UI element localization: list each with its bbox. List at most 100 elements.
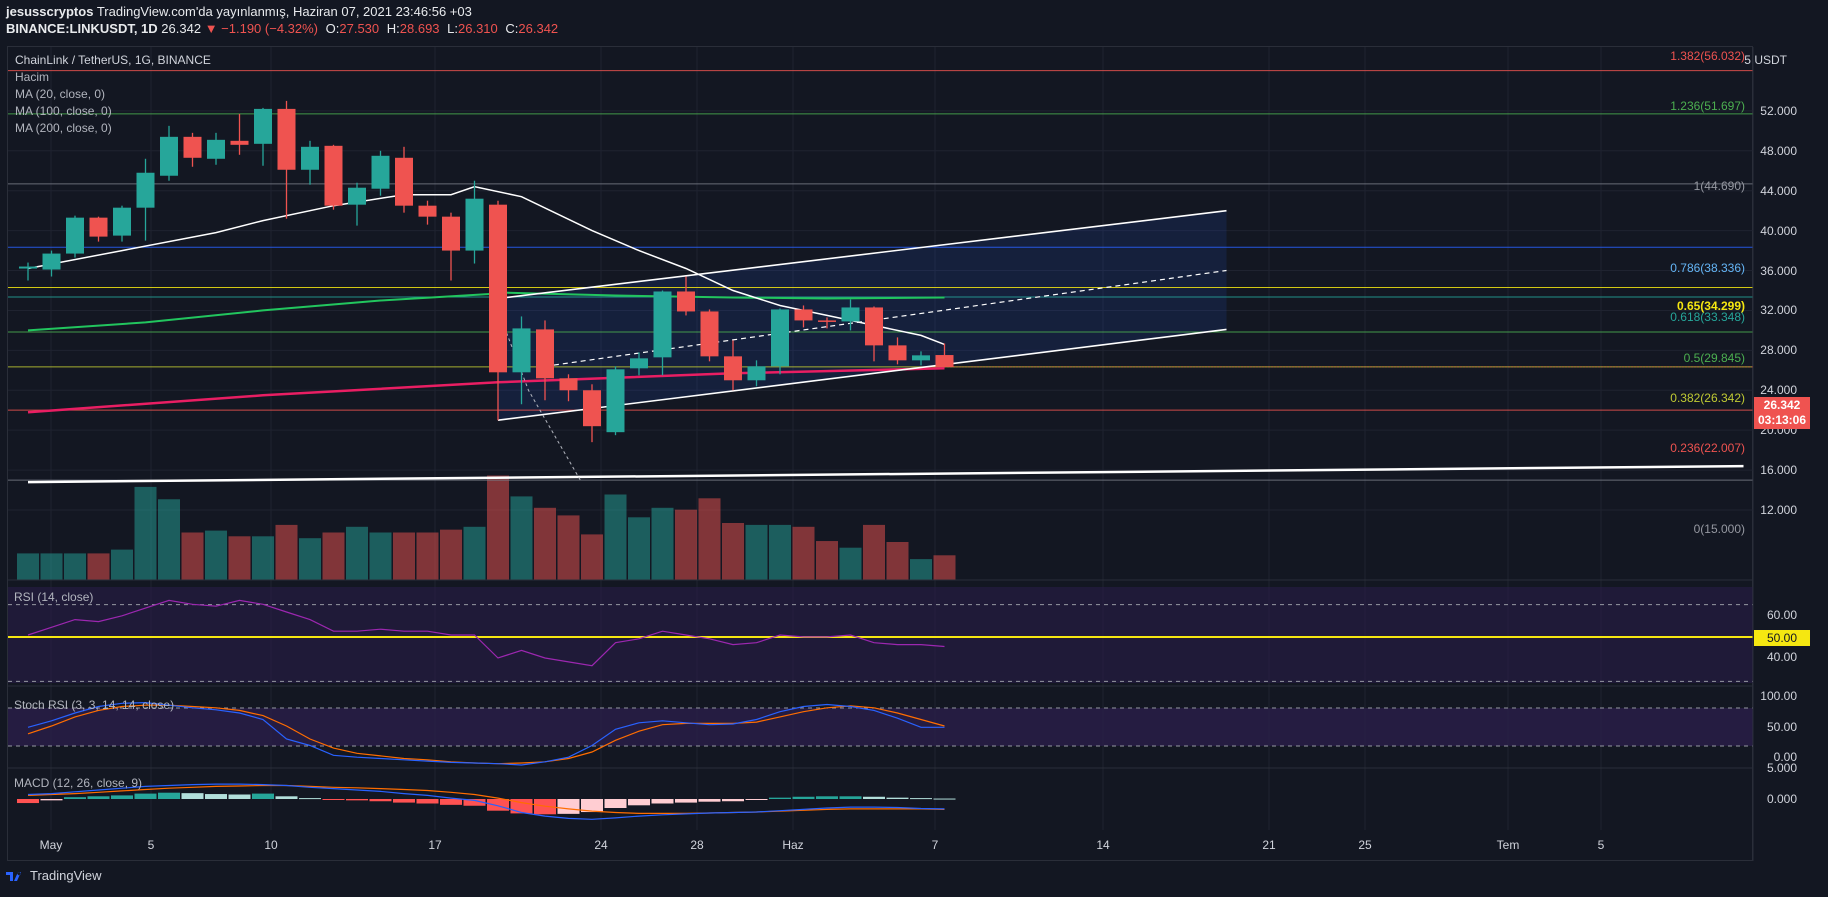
macd-histogram-bar xyxy=(158,792,180,799)
volume-bar xyxy=(910,559,932,580)
high-value: 28.693 xyxy=(399,21,440,36)
candle-body xyxy=(865,307,883,346)
macd-histogram-bar xyxy=(205,794,227,799)
volume-bar xyxy=(275,524,298,580)
footer-brand[interactable]: TradingView xyxy=(6,868,102,883)
volume-bar xyxy=(299,538,321,580)
candle-body xyxy=(724,356,742,381)
volume-bar xyxy=(722,523,744,580)
macd-histogram-bar xyxy=(17,799,39,804)
candle-body xyxy=(442,216,460,251)
volume-bar xyxy=(675,509,697,580)
badge-countdown: 03:13:06 xyxy=(1757,413,1807,427)
rsi-level-badge: 50.00 xyxy=(1754,630,1810,646)
volume-bar xyxy=(252,536,274,580)
volume-bar xyxy=(158,499,180,580)
volume-legend[interactable]: Hacim xyxy=(15,70,50,84)
macd-tick-label: 0.000 xyxy=(1766,792,1797,806)
macd-histogram-bar xyxy=(393,799,415,803)
price-change: ▼ −1.190 (−4.32%) xyxy=(204,21,319,36)
macd-histogram-bar xyxy=(181,793,204,799)
price-tick-label: 44.000 xyxy=(1760,183,1797,198)
macd-histogram-bar xyxy=(792,796,815,799)
ma20-legend[interactable]: MA (20, close, 0) xyxy=(15,87,106,101)
macd-histogram-bar xyxy=(369,799,392,802)
volume-bar xyxy=(792,526,815,580)
brand-name: TradingView xyxy=(30,868,102,883)
time-tick-label: 21 xyxy=(1262,838,1276,852)
rsi-tick-label: 60.00 xyxy=(1766,608,1797,622)
volume-bar xyxy=(769,524,791,580)
current-price-badge: 26.342 03:13:06 xyxy=(1754,397,1810,429)
macd-histogram-bar xyxy=(111,795,133,799)
candle-body xyxy=(66,217,84,254)
candle-body xyxy=(136,172,155,208)
fib-level-label: 0.786(38.336) xyxy=(1670,261,1745,275)
time-tick-label: 5 xyxy=(147,838,155,852)
close-label: C: xyxy=(505,21,519,36)
macd-histogram-bar xyxy=(745,799,768,800)
ma100-legend[interactable]: MA (100, close, 0) xyxy=(15,104,112,118)
fib-level-label: 0(15.000) xyxy=(1693,522,1745,536)
candle-body xyxy=(536,329,554,379)
author-name[interactable]: jesusscryptos xyxy=(6,4,94,19)
volume-bar xyxy=(181,532,204,580)
candle-body xyxy=(42,253,61,270)
time-tick-label: 7 xyxy=(931,838,939,852)
volume-bar xyxy=(228,536,251,580)
stoch-rsi-pane-label[interactable]: Stoch RSI (3, 3, 14, 14, close) xyxy=(14,698,175,712)
macd-histogram-bar xyxy=(910,798,932,800)
candle-body xyxy=(700,311,719,357)
close-value: 26.342 xyxy=(518,21,559,36)
macd-histogram-bar xyxy=(252,793,274,799)
candle-body xyxy=(207,139,225,159)
candle-body xyxy=(418,205,437,217)
candle-body xyxy=(160,136,178,176)
volume-bar xyxy=(134,486,157,580)
candle-body xyxy=(888,345,907,361)
ohlc-header: BINANCE:LINKUSDT, 1D 26.342 ▼ −1.190 (−4… xyxy=(6,21,558,36)
macd-histogram-bar xyxy=(346,799,368,801)
price-tick-label: 40.000 xyxy=(1760,223,1797,238)
time-tick-label: 25 xyxy=(1358,838,1372,852)
fib-level-label: 0.236(22.007) xyxy=(1670,441,1745,455)
macd-histogram-bar xyxy=(416,799,439,804)
volume-bar xyxy=(205,530,227,580)
volume-bar xyxy=(557,515,580,580)
price-tick-label: 52.000 xyxy=(1760,103,1797,118)
open-label: O: xyxy=(325,21,340,36)
channel-fill xyxy=(498,210,1227,421)
macd-histogram-bar xyxy=(604,799,627,808)
volume-bar xyxy=(745,524,768,580)
ma200-legend[interactable]: MA (200, close, 0) xyxy=(15,121,112,135)
price-tick-label: 16.000 xyxy=(1760,463,1797,478)
ma100-line-early xyxy=(27,292,499,332)
fib-connector-line xyxy=(497,310,581,481)
macd-histogram-bar xyxy=(816,796,838,799)
candle-body xyxy=(818,320,836,322)
volume-bar xyxy=(440,529,462,580)
fib-level-label: 1(44.690) xyxy=(1693,179,1745,193)
candle-body xyxy=(606,369,625,433)
channel-upper-line xyxy=(497,209,1227,300)
rsi-pane-label[interactable]: RSI (14, close) xyxy=(14,590,94,604)
publish-info: TradingView.com'da yayınlanmış, Haziran … xyxy=(96,4,472,19)
macd-histogram-bar xyxy=(933,798,956,800)
candle-body xyxy=(512,328,531,373)
series-legend[interactable]: ChainLink / TetherUS, 1G, BINANCE xyxy=(15,53,211,67)
macd-pane-label[interactable]: MACD (12, 26, close, 9) xyxy=(14,776,143,790)
volume-bar xyxy=(40,553,63,580)
candle-body xyxy=(183,136,202,158)
time-tick-label: Tem xyxy=(1496,838,1520,852)
candle-body xyxy=(771,309,789,367)
macd-histogram-bar xyxy=(863,796,885,799)
time-tick-label: 24 xyxy=(594,838,608,852)
stoch-tick-label: 50.00 xyxy=(1766,720,1797,734)
low-value: 26.310 xyxy=(458,21,498,36)
candle-body xyxy=(935,355,954,367)
macd-histogram-bar xyxy=(886,797,909,799)
volume-bar xyxy=(463,526,486,580)
tradingview-logo-icon xyxy=(6,871,21,881)
